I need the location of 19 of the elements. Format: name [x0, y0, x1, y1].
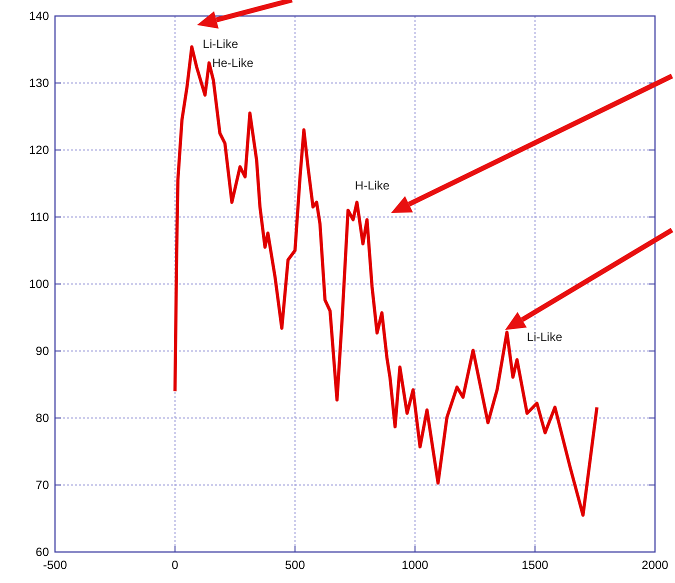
y-tick-label: 140 [28, 9, 50, 23]
x-tick-label: 2000 [642, 558, 669, 572]
annotation: Li-Like [202, 36, 238, 51]
x-tick-label: 1500 [522, 558, 549, 572]
annotation: He-Like [212, 56, 254, 70]
y-tick-label: 130 [28, 76, 50, 90]
y-tick-label: 70 [36, 478, 50, 492]
x-tick-label: 1000 [402, 558, 429, 572]
x-tick-label: -500 [42, 558, 68, 572]
y-tick-label: 90 [36, 344, 50, 358]
y-tick-label: 110 [30, 210, 50, 224]
annotation: Li-Like [526, 330, 563, 344]
y-tick-label: 60 [36, 545, 50, 559]
annotation: H-Like [354, 178, 390, 192]
y-tick-label: 80 [36, 411, 50, 425]
x-tick-label: 500 [284, 558, 306, 572]
x-tick-label: 0 [172, 558, 179, 572]
y-tick-label: 120 [28, 143, 50, 157]
y-tick-label: 100 [28, 277, 50, 291]
